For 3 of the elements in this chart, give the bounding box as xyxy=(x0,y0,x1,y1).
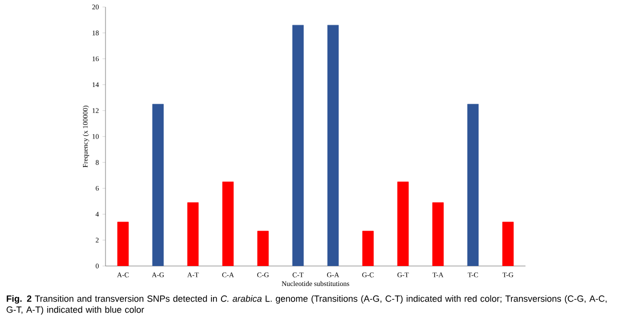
bar xyxy=(187,202,199,266)
bar xyxy=(467,104,479,266)
text: Fig. 2 Transition and transversion SNPs detected in C. arabica L. genome (Transitions (A-G, C-T) indicated with red color; Transversions (C-G, A-C, G-T, A-T) indicated with blue color xyxy=(6,295,607,315)
